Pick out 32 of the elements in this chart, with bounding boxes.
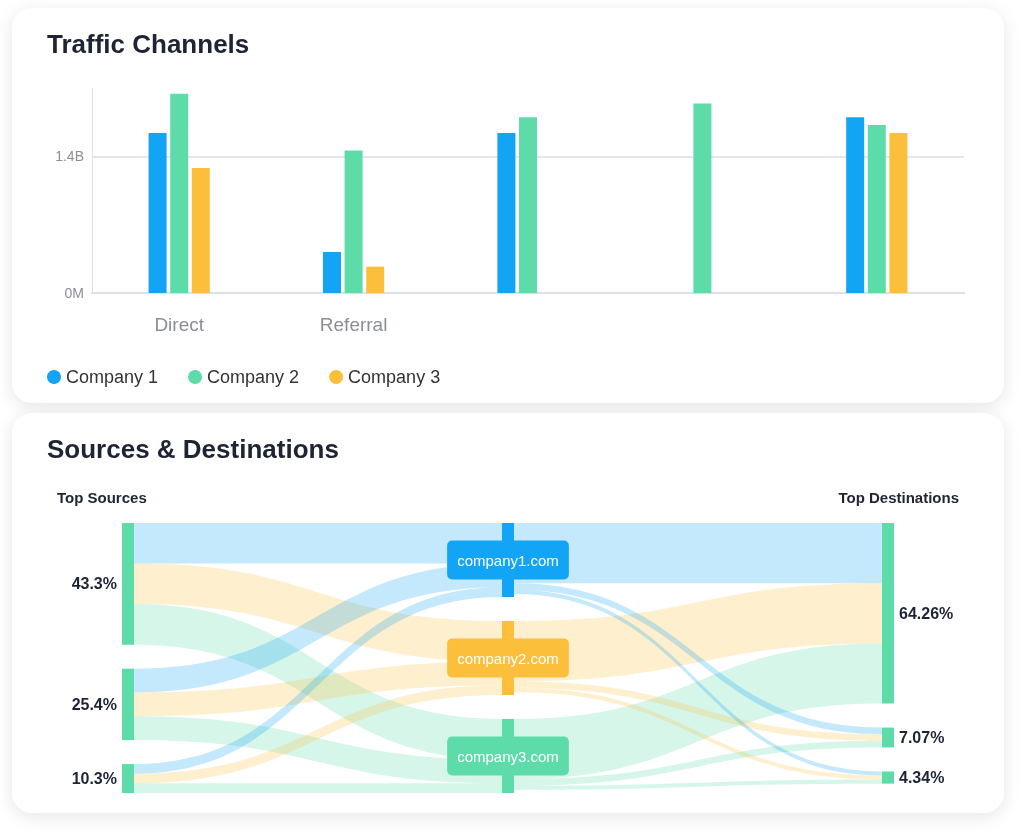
y-tick-label: 0M [64, 285, 84, 301]
legend-label: Company 1 [66, 367, 159, 387]
bar [693, 103, 712, 293]
data-label: 10.3% [71, 770, 117, 788]
x-tick-label: Direct [154, 314, 205, 335]
bar [323, 252, 341, 293]
bar [366, 266, 385, 293]
legend-label: Company 2 [207, 367, 300, 387]
y-tick-label: 1.4B [55, 148, 84, 165]
data-label: 7.07% [899, 729, 945, 747]
data-label: 4.34% [899, 769, 945, 787]
bar [191, 168, 210, 293]
bar [148, 132, 167, 293]
chart-title: Traffic Channels [47, 29, 250, 59]
text: Sources & Destinations [47, 434, 339, 464]
data-label: 64.26% [899, 604, 954, 622]
legend-label: Company 3 [348, 367, 441, 387]
bar [344, 150, 363, 293]
bar [846, 117, 865, 293]
series-label: Top Sources [57, 489, 147, 506]
bar [867, 125, 886, 293]
x-tick-label: Referral [319, 314, 388, 335]
bar [519, 117, 537, 293]
data-label: 25.4% [71, 695, 117, 713]
bar [889, 132, 908, 293]
category-label: company2.com [457, 649, 559, 667]
category-label: company1.com [457, 551, 559, 569]
data-label: 43.3% [71, 575, 117, 593]
bar [170, 93, 189, 293]
text: Top Destinations [838, 489, 960, 506]
category-label: company3.com [457, 747, 559, 765]
bar [497, 132, 516, 293]
